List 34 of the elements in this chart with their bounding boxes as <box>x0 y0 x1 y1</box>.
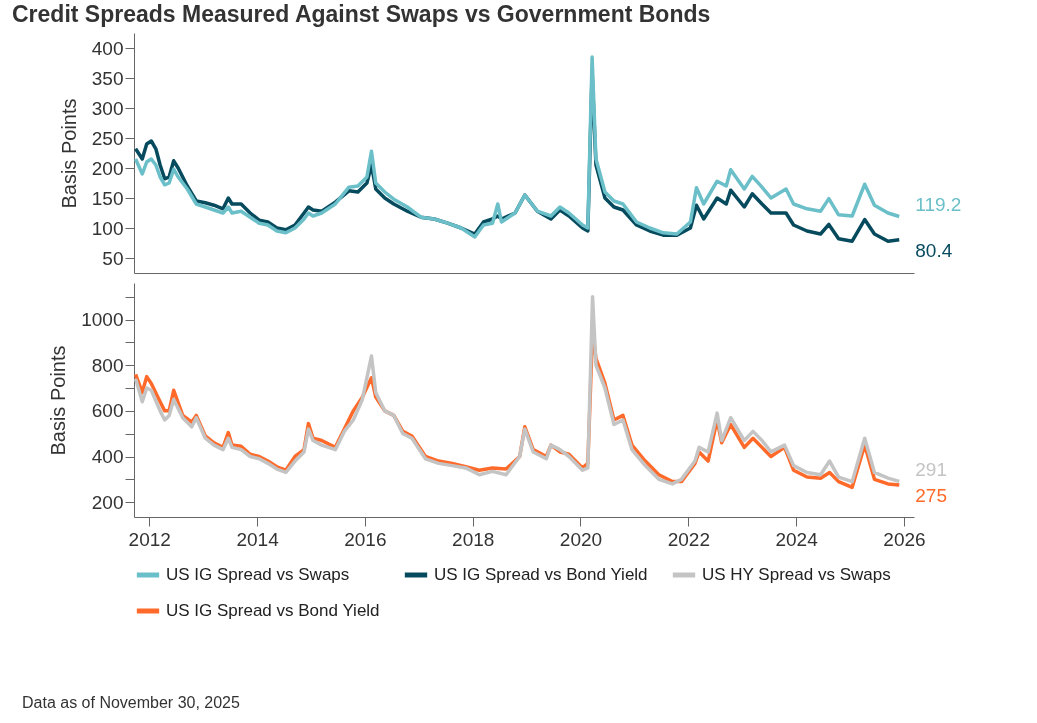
legend-label: US HY Spread vs Swaps <box>702 565 891 584</box>
y-tick-label: 100 <box>91 217 124 239</box>
y-tick-label: 400 <box>91 446 124 467</box>
x-tick-label: 2018 <box>452 528 495 550</box>
data-label: 80.4 <box>915 239 953 261</box>
legend-label: US IG Spread vs Bond Yield <box>434 565 648 584</box>
y-tick-label: 1000 <box>81 309 124 331</box>
y-tick-label: 400 <box>91 37 124 59</box>
x-tick-label: 2014 <box>236 528 280 550</box>
text: Data as of November 30, 2025 <box>22 694 240 712</box>
y-axis-title: Basis Points <box>47 345 70 456</box>
y-tick-label: 300 <box>91 97 124 119</box>
x-tick-label: 2024 <box>775 528 819 550</box>
y-tick-label: 150 <box>91 187 124 209</box>
y-tick-label: 250 <box>91 127 124 149</box>
x-tick-label: 2012 <box>128 528 171 550</box>
legend-label: US IG Spread vs Swaps <box>166 565 350 584</box>
legend-label: US IG Spread vs Bond Yield <box>166 601 380 620</box>
y-tick-label: 200 <box>91 491 124 513</box>
y-tick-label: 600 <box>91 400 124 422</box>
x-tick-label: 2026 <box>883 528 926 550</box>
x-tick-label: 2022 <box>667 528 710 550</box>
line-series <box>133 294 901 486</box>
data-label: 291 <box>915 459 947 481</box>
y-tick-label: 800 <box>91 354 124 376</box>
x-tick-label: 2016 <box>344 528 387 550</box>
data-label: 275 <box>915 485 947 507</box>
y-tick-label: 50 <box>102 247 124 269</box>
data-label: 119.2 <box>915 194 962 216</box>
y-axis-title: Basis Points <box>57 98 80 209</box>
x-tick-label: 2020 <box>559 528 603 550</box>
chart-title: Credit Spreads Measured Against Swaps vs Government Bonds <box>12 1 711 27</box>
y-tick-label: 350 <box>91 67 124 89</box>
y-tick-label: 200 <box>91 157 124 179</box>
